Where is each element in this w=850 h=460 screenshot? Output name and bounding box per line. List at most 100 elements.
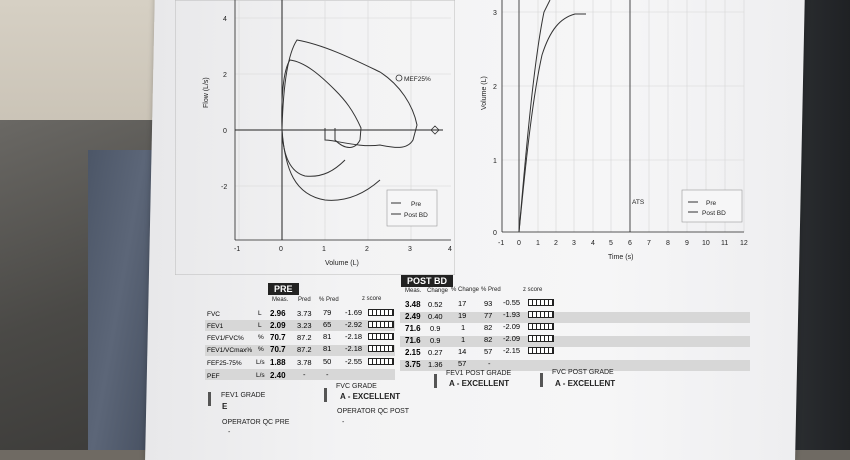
flow-x-tick-3: 3	[408, 246, 412, 253]
post-change: 1.36	[428, 360, 443, 369]
post-pct-pred: 93	[484, 299, 493, 308]
post-meas: 2.49	[405, 312, 421, 321]
fvc-post-grade-value-text: A - EXCELLENT	[555, 379, 616, 388]
post-col-pct-pred: % Pred	[481, 287, 501, 293]
post-z-bar	[528, 323, 554, 330]
pre-z: -2.18	[345, 344, 363, 353]
pre-z: -1.69	[345, 308, 363, 317]
post-z: -2.15	[503, 346, 521, 355]
row-band	[400, 336, 750, 347]
post-pct-change: 1	[461, 323, 466, 332]
post-meas: 71.6	[405, 324, 421, 333]
flow-y-tick-2: 2	[223, 72, 227, 79]
post-pct-pred: 82	[484, 335, 493, 344]
fev1-grade-value: E	[222, 402, 227, 411]
post-col-pct-change: % Change	[451, 287, 480, 293]
vt-x-tick: 7	[647, 240, 651, 247]
end-marker	[430, 125, 440, 135]
pre-z: -2.92	[345, 320, 363, 329]
post-pct-change: 19	[458, 311, 467, 320]
pre-meas: 2.40	[270, 371, 286, 380]
volume-time-plot: 3 2 1 0 -1 0 1 2 3 4 5 6 7 8 9 10 11 12 …	[481, 0, 748, 261]
post-change: 0.52	[428, 300, 443, 309]
fev1-grade-label: FEV1 GRADE	[221, 392, 266, 399]
operator-qc-pre-value: -	[228, 429, 231, 436]
post-meas: 2.15	[405, 348, 421, 357]
post-pct-pred: 77	[484, 311, 493, 320]
pre-meas: 2.09	[270, 321, 286, 330]
pre-pct-pred: 65	[323, 320, 332, 329]
fev1-post-grade-value-text: A - EXCELLENT	[449, 379, 510, 388]
vt-x-tick: 10	[702, 240, 710, 247]
row-unit: %	[258, 334, 264, 341]
pre-z-bar	[368, 309, 394, 316]
plot-frame	[175, 0, 455, 275]
pre-meas: 2.96	[270, 309, 286, 318]
pre-header: PRE	[268, 283, 299, 295]
pre-col-pred: Pred	[298, 297, 311, 303]
row-band	[205, 345, 395, 356]
fev1-post-grade-value: A - EXCELLENT	[449, 379, 509, 388]
operator-qc-pre: OPERATOR QC PRE	[222, 419, 290, 426]
fvc-post-grade-value: A - EXCELLENT	[555, 379, 615, 388]
pre-z-bar	[368, 358, 394, 365]
vt-x-tick: 2	[554, 240, 558, 247]
fev1-post-grade-label: FEV1 POST GRADE	[446, 370, 512, 377]
post-z-bar	[528, 335, 554, 342]
post-pct-change: 1	[461, 335, 466, 344]
flow-x-tick-2: 2	[365, 246, 369, 253]
row-label-fev1-fvc: FEV1/FVC%	[207, 335, 244, 342]
post-bd-volume-curve	[518, 0, 551, 233]
post-col-meas: Meas.	[405, 288, 422, 294]
row-unit: %	[258, 346, 264, 353]
post-pct-pred: -	[488, 359, 491, 368]
flow-x-tick-1: 1	[322, 246, 326, 253]
row-label-fev1-vcmax: FEV1/VCmax%	[207, 347, 253, 354]
post-z-bar	[528, 347, 554, 354]
vt-legend-post: Post BD	[702, 210, 726, 217]
vt-x-tick: 1	[536, 240, 540, 247]
row-unit: L/s	[256, 359, 265, 366]
fvc-grade-value-text: A - EXCELLENT	[340, 392, 401, 401]
post-pct-pred: 82	[484, 323, 493, 332]
post-z: -2.09	[503, 322, 521, 331]
pre-meas: 1.88	[270, 358, 286, 367]
vt-legend-box	[681, 189, 743, 223]
post-change: 0.40	[428, 312, 443, 321]
flow-x-tick-4: 4	[448, 246, 452, 253]
flow-y-tick-0: 0	[223, 128, 227, 135]
pre-pct-pred: 79	[323, 308, 332, 317]
vt-x-label: Time (s)	[608, 254, 633, 261]
vt-x-tick: -1	[498, 240, 504, 247]
vt-x-tick: 3	[572, 240, 576, 247]
row-band	[400, 312, 750, 323]
vt-x-tick: 12	[740, 240, 748, 247]
fev1-grade-value-text: E	[222, 402, 228, 411]
pre-flow-curve	[281, 59, 362, 177]
vt-x-tick: 6	[628, 240, 632, 247]
post-pct-change: 14	[458, 347, 467, 356]
row-band	[205, 320, 395, 331]
grade-marker	[540, 373, 543, 387]
pre-z-bar	[368, 345, 394, 352]
pre-volume-curve	[518, 13, 586, 233]
pre-pred: 3.73	[297, 309, 312, 318]
post-change: 0.9	[430, 336, 441, 345]
ats-annotation: ATS	[632, 199, 645, 206]
mef25-marker	[395, 74, 403, 82]
flow-legend-post: Post BD	[404, 212, 428, 219]
mef25-annotation: MEF25%	[404, 76, 431, 83]
row-label-fev1: FEV1	[207, 323, 224, 330]
post-z: -0.55	[503, 298, 521, 307]
post-pct-change: 17	[458, 299, 467, 308]
pre-col-pct-pred: % Pred	[319, 297, 339, 303]
pre-z: -2.55	[345, 357, 363, 366]
pre-pred: 87.2	[297, 333, 312, 342]
pre-z: -2.18	[345, 332, 363, 341]
pre-pct-pred: 81	[323, 344, 332, 353]
vt-y-tick-0: 0	[493, 230, 497, 237]
vt-x-tick: 8	[666, 240, 670, 247]
flow-y-tick-m2: -2	[221, 184, 227, 191]
pre-col-meas: Meas.	[272, 297, 289, 303]
operator-qc-post-value: -	[342, 419, 345, 426]
